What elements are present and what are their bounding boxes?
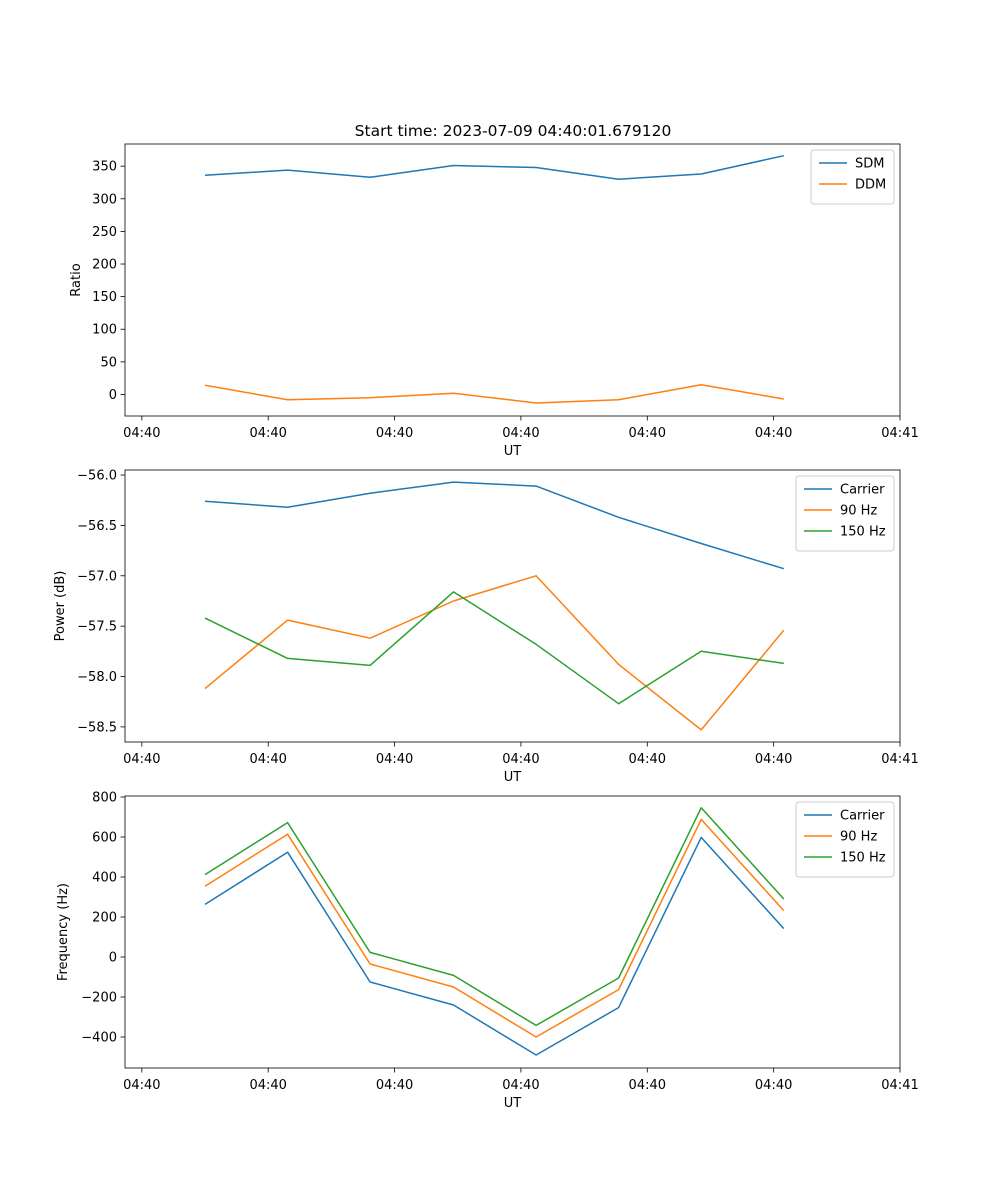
frequency-series-90-hz-line [204, 818, 785, 1038]
ratio-axes-frame [124, 143, 901, 417]
frequency-y-tick-label: 800 [92, 791, 117, 806]
frequency-y-axis-label: Frequency (Hz) [56, 883, 71, 981]
frequency-y-tick-label: 600 [92, 831, 117, 846]
ratio-x-tick-label: 04:40 [123, 426, 160, 441]
power-legend-label-carrier: Carrier [840, 483, 885, 498]
frequency-subplot: 04:40 04:40 04:40 04:40 04:40 04:40 04:41 −400 −… [56, 791, 919, 1112]
ratio-subplot: 04:40 04:40 04:40 04:40 04:40 04:40 04:41 0 50 10… [69, 143, 919, 459]
ratio-y-tick-label: 100 [92, 323, 117, 338]
power-y-tick-label: −57.0 [77, 569, 117, 584]
ratio-x-tick-label: 04:40 [755, 426, 792, 441]
frequency-legend-label-150-hz: 150 Hz [840, 851, 886, 866]
frequency-x-tick-label: 04:40 [249, 1078, 286, 1093]
power-legend-label-90-hz: 90 Hz [840, 504, 877, 519]
ratio-x-tick-label: 04:40 [376, 426, 413, 441]
ratio-y-tick-label: 300 [92, 192, 117, 207]
power-x-tick-label: 04:40 [629, 752, 666, 767]
ratio-y-axis-label: Ratio [69, 263, 84, 296]
power-legend: Carrier 90 Hz 150 Hz [795, 475, 895, 552]
power-y-tick-label: −57.5 [77, 620, 117, 635]
ratio-series-sdm-line [204, 154, 784, 180]
frequency-x-tick-label: 04:40 [502, 1078, 539, 1093]
ratio-y-tick-label: 250 [92, 225, 117, 240]
ratio-y-tick-label: 0 [109, 388, 117, 403]
ratio-legend-label-ddm: DDM [855, 178, 886, 193]
power-x-tick-label: 04:40 [376, 752, 413, 767]
ratio-y-tick-label: 50 [100, 355, 117, 370]
frequency-legend: Carrier 90 Hz 150 Hz [795, 801, 895, 878]
frequency-y-tick-label: −400 [81, 1031, 117, 1046]
ratio-y-tick-label: 150 [92, 290, 117, 305]
ratio-x-tick-label: 04:40 [629, 426, 666, 441]
frequency-x-tick-label: 04:40 [629, 1078, 666, 1093]
power-y-tick-label: −58.0 [77, 670, 117, 685]
power-legend-box [795, 475, 895, 552]
power-x-tick-label: 04:40 [249, 752, 286, 767]
ratio-x-tick-label: 04:40 [502, 426, 539, 441]
frequency-y-tick-label: 400 [92, 871, 117, 886]
ratio-x-tick-label: 04:41 [881, 426, 918, 441]
frequency-y-tick-label: −200 [81, 991, 117, 1006]
ratio-legend-label-sdm: SDM [855, 157, 884, 172]
power-x-tick-label: 04:40 [755, 752, 792, 767]
power-y-axis-label: Power (dB) [53, 571, 68, 642]
frequency-legend-label-carrier: Carrier [840, 809, 885, 824]
ratio-x-tick-label: 04:40 [249, 426, 286, 441]
ratio-series-ddm-line [204, 383, 784, 404]
chart-title: Start time: 2023-07-09 04:40:01.679120 [355, 122, 672, 140]
frequency-x-tick-label: 04:40 [376, 1078, 413, 1093]
power-x-axis-label: UT [504, 770, 522, 785]
frequency-x-axis-label: UT [504, 1096, 522, 1111]
power-series-150-hz-line [204, 591, 784, 705]
power-x-tick-label: 04:40 [123, 752, 160, 767]
frequency-legend-box [795, 801, 895, 878]
frequency-x-tick-label: 04:41 [881, 1078, 918, 1093]
ratio-legend: SDM DDM [810, 149, 895, 205]
ratio-y-tick-label: 350 [92, 160, 117, 175]
power-y-tick-label: −56.5 [77, 519, 117, 534]
ratio-y-tick-label: 200 [92, 258, 117, 273]
frequency-legend-label-90-hz: 90 Hz [840, 830, 877, 845]
power-legend-label-150-hz: 150 Hz [840, 525, 886, 540]
ratio-x-axis-label: UT [504, 444, 522, 459]
frequency-y-tick-label: 0 [109, 951, 117, 966]
frequency-axes-frame [124, 795, 901, 1069]
power-subplot: 04:40 04:40 04:40 04:40 04:40 04:40 04:41 −58.5… [53, 469, 919, 785]
frequency-series-150-hz-line [204, 807, 785, 1027]
frequency-x-tick-label: 04:40 [123, 1078, 160, 1093]
power-x-tick-label: 04:40 [502, 752, 539, 767]
power-x-tick-label: 04:41 [881, 752, 918, 767]
power-series-90-hz-line [204, 575, 785, 731]
frequency-y-tick-label: 200 [92, 911, 117, 926]
power-y-tick-label: −58.5 [77, 720, 117, 735]
frequency-x-tick-label: 04:40 [755, 1078, 792, 1093]
power-axes-frame [124, 469, 901, 743]
power-y-tick-label: −56.0 [77, 469, 117, 484]
power-series-carrier-line [204, 481, 785, 570]
frequency-series-carrier-line [204, 836, 785, 1056]
